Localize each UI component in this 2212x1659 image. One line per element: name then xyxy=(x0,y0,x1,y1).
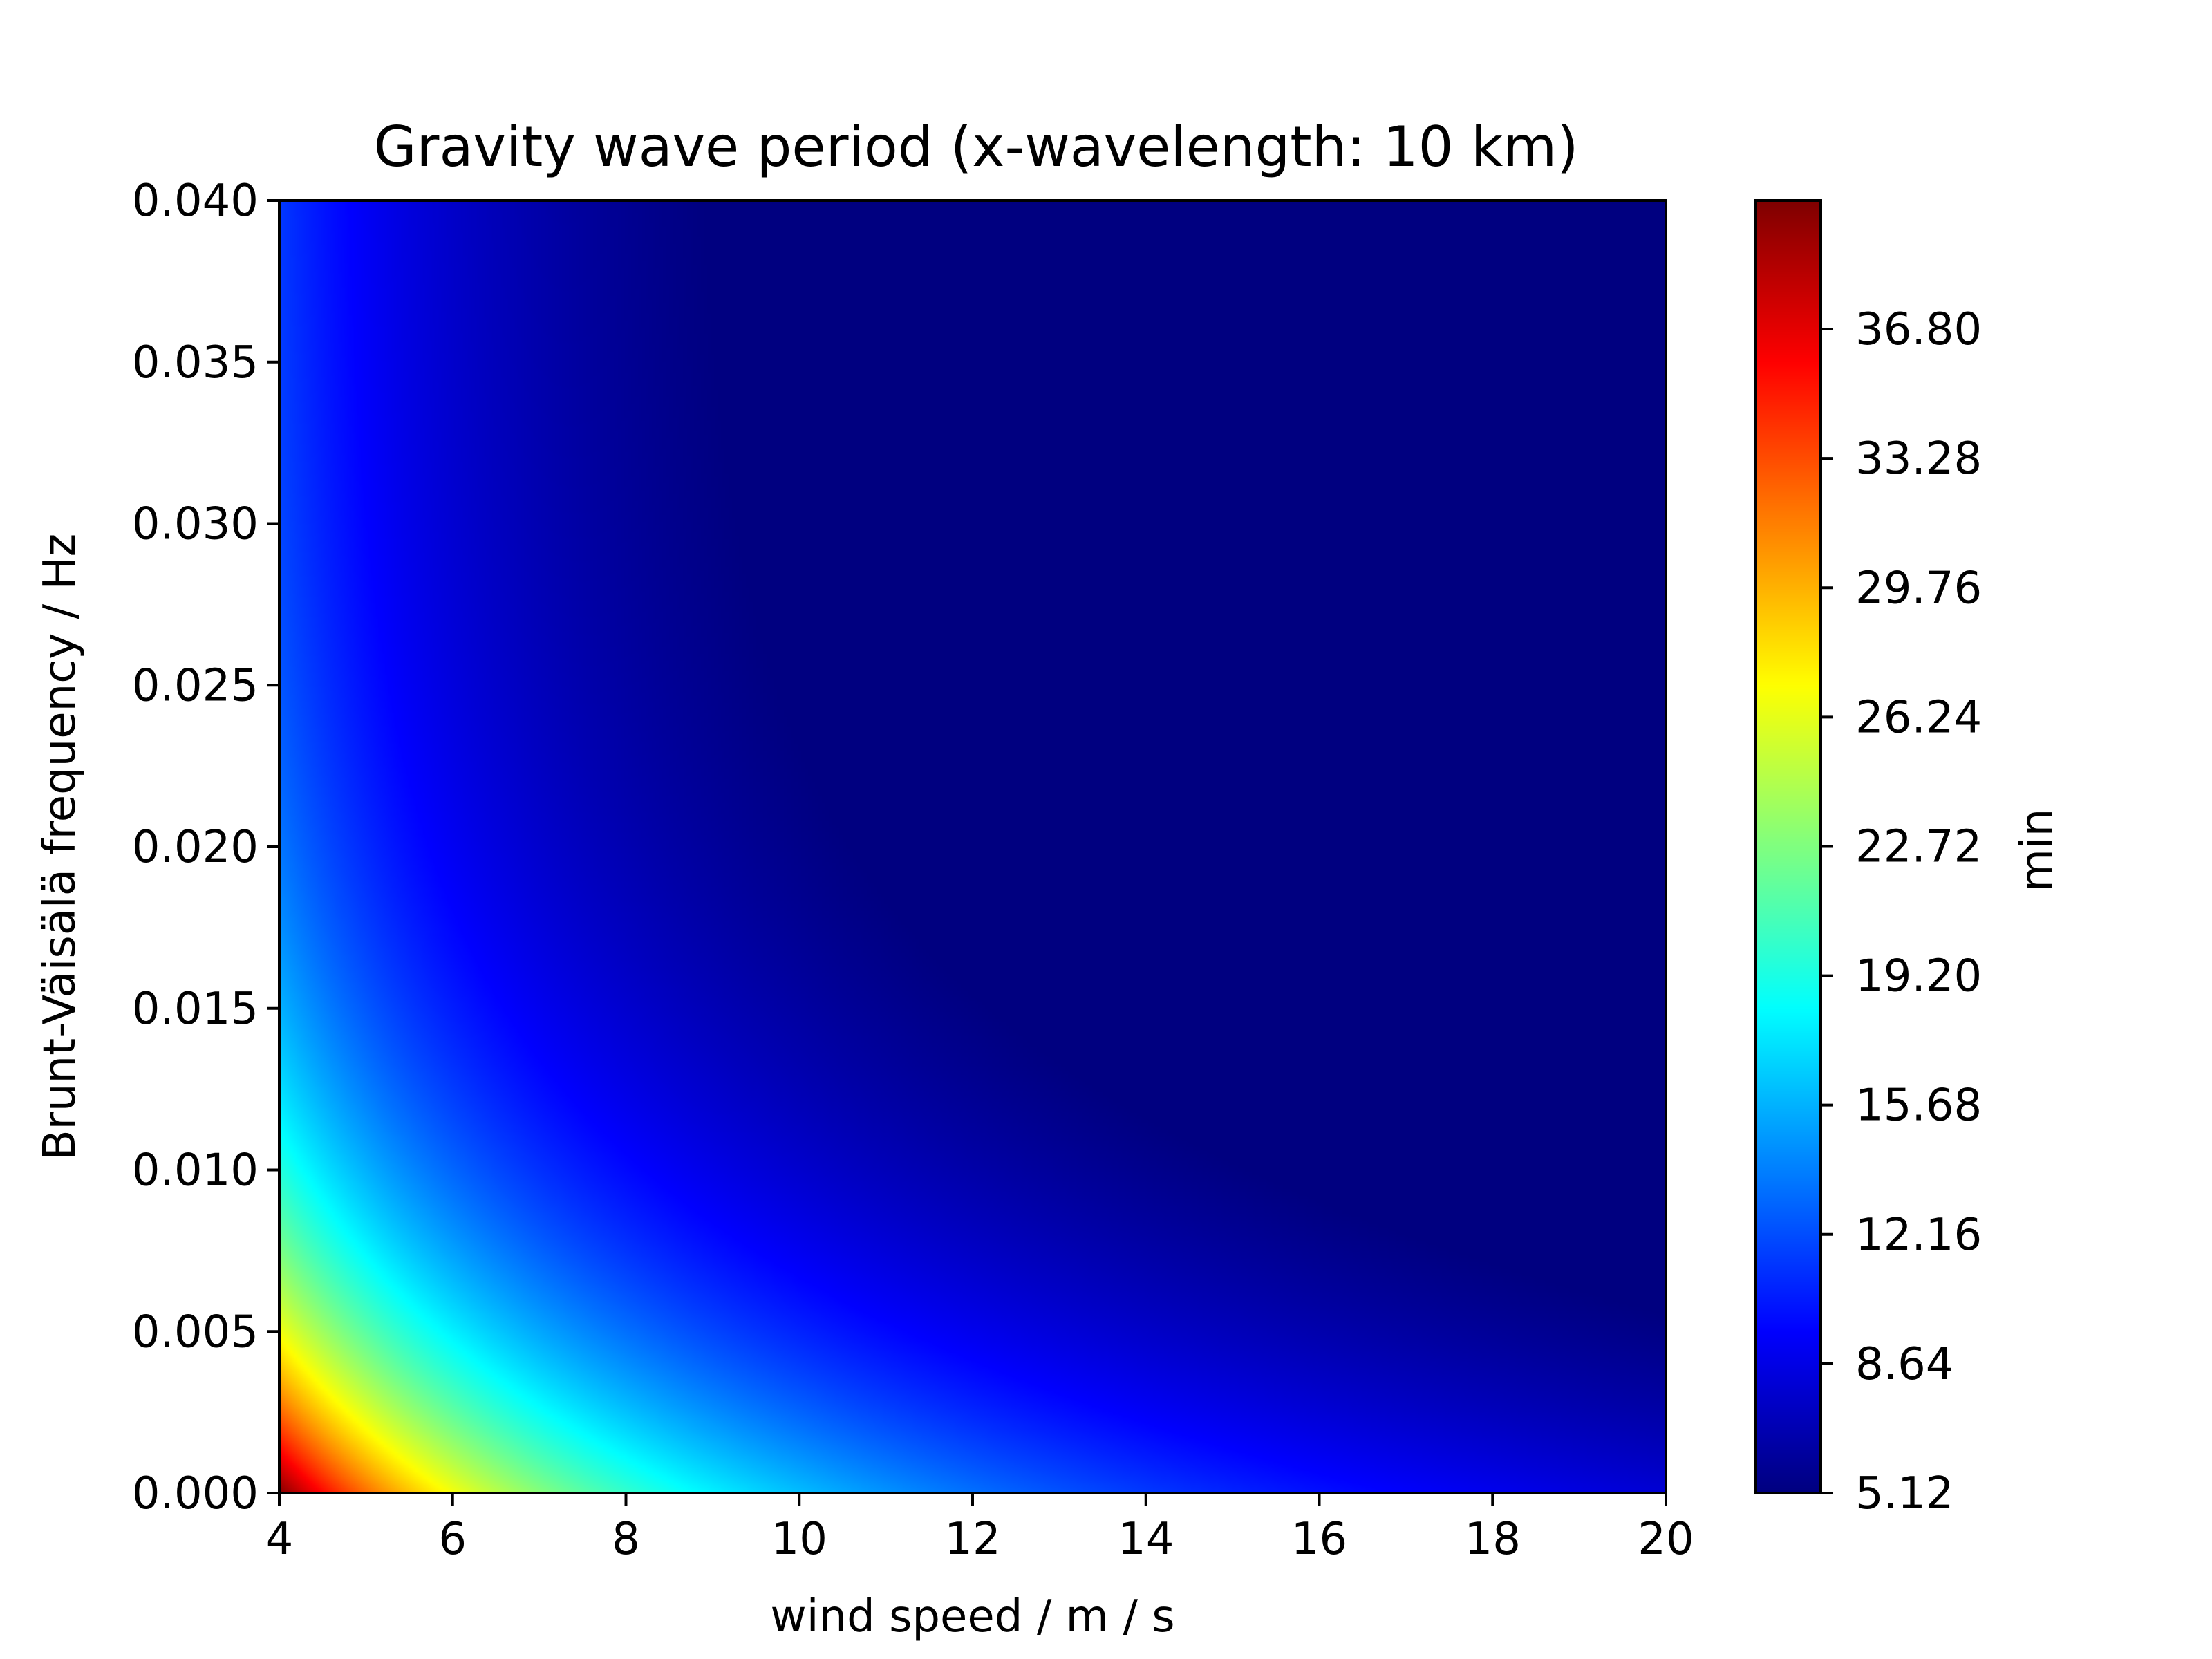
y-axis: 0.000 0.005 0.010 0.015 0.020 0.025 0.030 0.035… xyxy=(132,176,279,1519)
colorbar-axis: 5.12 8.64 12.16 15.68 19.20 22.72 26.24 29.76 33… xyxy=(1821,304,1982,1519)
x-tick-label: 18 xyxy=(1465,1514,1521,1565)
colorbar-tick-label: 12.16 xyxy=(1855,1210,1982,1261)
chart-title: Gravity wave period (x-wavelength: 10 km… xyxy=(374,115,1579,179)
y-tick-label: 0.040 xyxy=(132,176,259,227)
colorbar-tick-label: 36.80 xyxy=(1855,304,1982,355)
x-tick-label: 14 xyxy=(1118,1514,1174,1565)
x-tick-label: 10 xyxy=(771,1514,827,1565)
y-axis-label: Brunt-Väisälä frequency / Hz xyxy=(35,534,86,1160)
y-tick-label: 0.020 xyxy=(132,822,259,873)
x-axis-label: wind speed / m / s xyxy=(770,1591,1174,1642)
heatmap-image xyxy=(279,200,1666,1493)
x-tick-label: 12 xyxy=(944,1514,1000,1565)
y-tick-label: 0.030 xyxy=(132,499,259,550)
y-tick-label: 0.035 xyxy=(132,337,259,388)
colorbar-tick-label: 5.12 xyxy=(1855,1468,1954,1519)
y-tick-label: 0.005 xyxy=(132,1306,259,1358)
colorbar-label: min xyxy=(2012,809,2063,892)
x-tick-label: 6 xyxy=(438,1514,467,1565)
plot-area xyxy=(278,199,1667,1494)
colorbar-tick-label: 26.24 xyxy=(1855,692,1982,743)
colorbar-tick-label: 29.76 xyxy=(1855,563,1982,614)
y-tick-label: 0.000 xyxy=(132,1468,259,1519)
colorbar-tick-label: 15.68 xyxy=(1855,1080,1982,1132)
x-tick-label: 20 xyxy=(1638,1514,1694,1565)
x-axis: 4 6 8 10 12 14 16 18 20 xyxy=(265,1493,1694,1565)
x-tick-label: 16 xyxy=(1291,1514,1347,1565)
colorbar-tick-label: 22.72 xyxy=(1855,821,1982,872)
x-tick-label: 4 xyxy=(265,1514,294,1565)
y-tick-label: 0.010 xyxy=(132,1145,259,1197)
x-tick-label: 8 xyxy=(612,1514,640,1565)
colorbar-tick-label: 8.64 xyxy=(1855,1339,1954,1390)
colorbar: 5.12 8.64 12.16 15.68 19.20 22.72 26.24 29.76 33… xyxy=(1754,199,2063,1519)
y-tick-label: 0.025 xyxy=(132,660,259,711)
colorbar-tick-label: 33.28 xyxy=(1855,433,1982,485)
colorbar-tick-label: 19.20 xyxy=(1855,951,1982,1002)
colorbar-gradient xyxy=(1756,200,1821,1493)
y-tick-label: 0.015 xyxy=(132,984,259,1035)
